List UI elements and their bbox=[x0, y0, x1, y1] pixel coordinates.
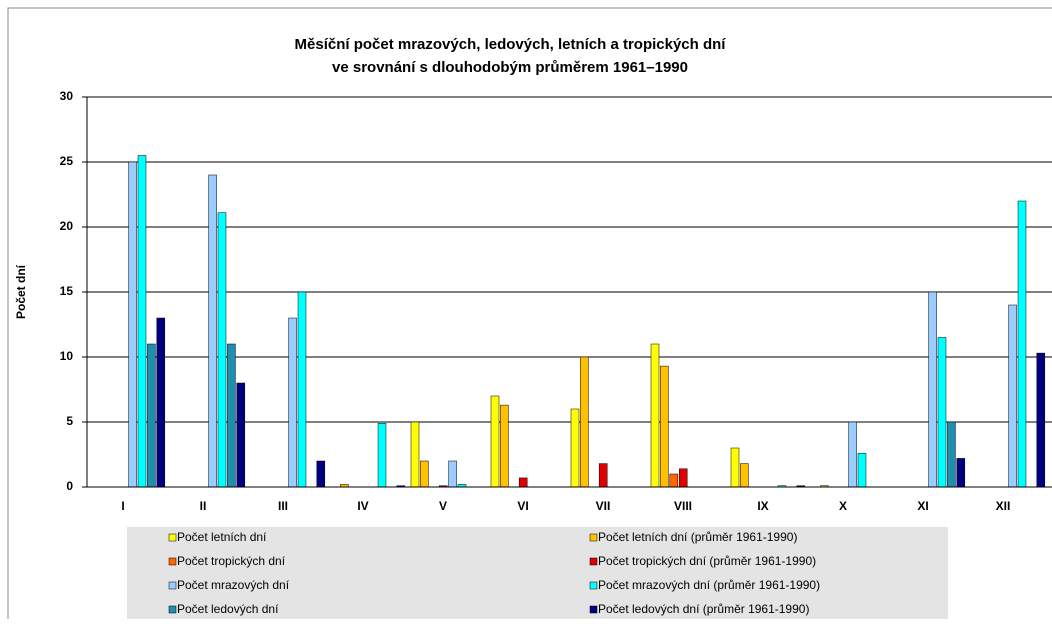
legend-label: Počet ledových dní (průměr 1961-1990) bbox=[598, 602, 809, 616]
x-tick-label: VII bbox=[596, 499, 611, 513]
bar bbox=[1017, 200, 1027, 488]
y-tick-label: 30 bbox=[60, 89, 74, 103]
bar bbox=[598, 463, 608, 488]
y-tick-label: 0 bbox=[66, 479, 73, 493]
bar bbox=[937, 337, 947, 488]
legend-swatch bbox=[589, 557, 598, 566]
bar bbox=[857, 452, 867, 488]
bar bbox=[208, 174, 217, 488]
bar bbox=[297, 291, 307, 488]
legend-label: Počet mrazových dní (průměr 1961-1990) bbox=[598, 578, 820, 592]
bar bbox=[227, 343, 236, 488]
x-tick-label: III bbox=[278, 499, 288, 513]
legend-swatch bbox=[168, 557, 177, 566]
bar bbox=[947, 421, 956, 488]
x-tick-label: II bbox=[200, 499, 207, 513]
bar bbox=[678, 468, 688, 488]
bar bbox=[128, 161, 137, 488]
bar bbox=[669, 473, 679, 488]
bar bbox=[410, 421, 420, 488]
bar bbox=[956, 458, 966, 488]
bar bbox=[490, 395, 500, 488]
legend-label: Počet tropických dní (průměr 1961-1990) bbox=[598, 554, 816, 568]
bar bbox=[316, 460, 326, 488]
bar bbox=[156, 317, 166, 488]
legend-label: Počet tropických dní bbox=[177, 554, 286, 568]
y-tick-label: 25 bbox=[60, 154, 74, 168]
bar bbox=[137, 155, 147, 488]
chart-frame bbox=[7, 7, 1052, 624]
bar bbox=[377, 423, 387, 488]
bar bbox=[236, 382, 246, 488]
bar bbox=[580, 356, 589, 488]
legend-swatch bbox=[168, 581, 177, 590]
y-tick-label: 5 bbox=[66, 414, 73, 428]
legend-swatch bbox=[589, 581, 598, 590]
legend-swatch bbox=[168, 533, 177, 542]
bar bbox=[1008, 304, 1017, 488]
x-tick-label: I bbox=[121, 499, 124, 513]
bar bbox=[1036, 352, 1046, 488]
bar bbox=[420, 460, 429, 488]
x-tick-label: XII bbox=[996, 499, 1011, 513]
legend-label: Počet ledových dní bbox=[177, 602, 279, 616]
x-tick-label: IV bbox=[357, 499, 368, 513]
chart-title: Měsíční počet mrazových, ledových, letní… bbox=[295, 36, 727, 53]
x-tick-label: XI bbox=[917, 499, 928, 513]
bar bbox=[217, 212, 227, 488]
legend-swatch bbox=[589, 533, 598, 542]
x-tick-label: V bbox=[439, 499, 447, 513]
y-axis-label: Počet dní bbox=[14, 264, 28, 319]
bar bbox=[650, 343, 660, 488]
chart-subtitle: ve srovnání s dlouhodobým průměrem 1961–… bbox=[332, 59, 688, 76]
y-tick-label: 15 bbox=[60, 284, 74, 298]
bar bbox=[848, 421, 857, 488]
legend-label: Počet mrazových dní bbox=[177, 578, 290, 592]
y-tick-label: 10 bbox=[60, 349, 74, 363]
bar bbox=[518, 477, 528, 488]
legend-swatch bbox=[589, 605, 598, 614]
bar bbox=[740, 463, 749, 488]
legend-swatch bbox=[168, 605, 177, 614]
x-tick-label: VIII bbox=[674, 499, 692, 513]
x-tick-label: X bbox=[839, 499, 847, 513]
legend-label: Počet letních dní bbox=[177, 530, 267, 544]
x-tick-label: IX bbox=[757, 499, 768, 513]
legend-box bbox=[127, 527, 948, 619]
bar bbox=[928, 291, 937, 488]
bar bbox=[500, 404, 509, 488]
bar bbox=[570, 408, 580, 488]
x-tick-label: VI bbox=[517, 499, 528, 513]
bar bbox=[660, 365, 669, 488]
y-tick-label: 20 bbox=[60, 219, 74, 233]
bar bbox=[448, 460, 457, 488]
bar bbox=[288, 317, 297, 488]
bar bbox=[147, 343, 156, 488]
legend-label: Počet letních dní (průměr 1961-1990) bbox=[598, 530, 797, 544]
bar bbox=[730, 447, 740, 488]
